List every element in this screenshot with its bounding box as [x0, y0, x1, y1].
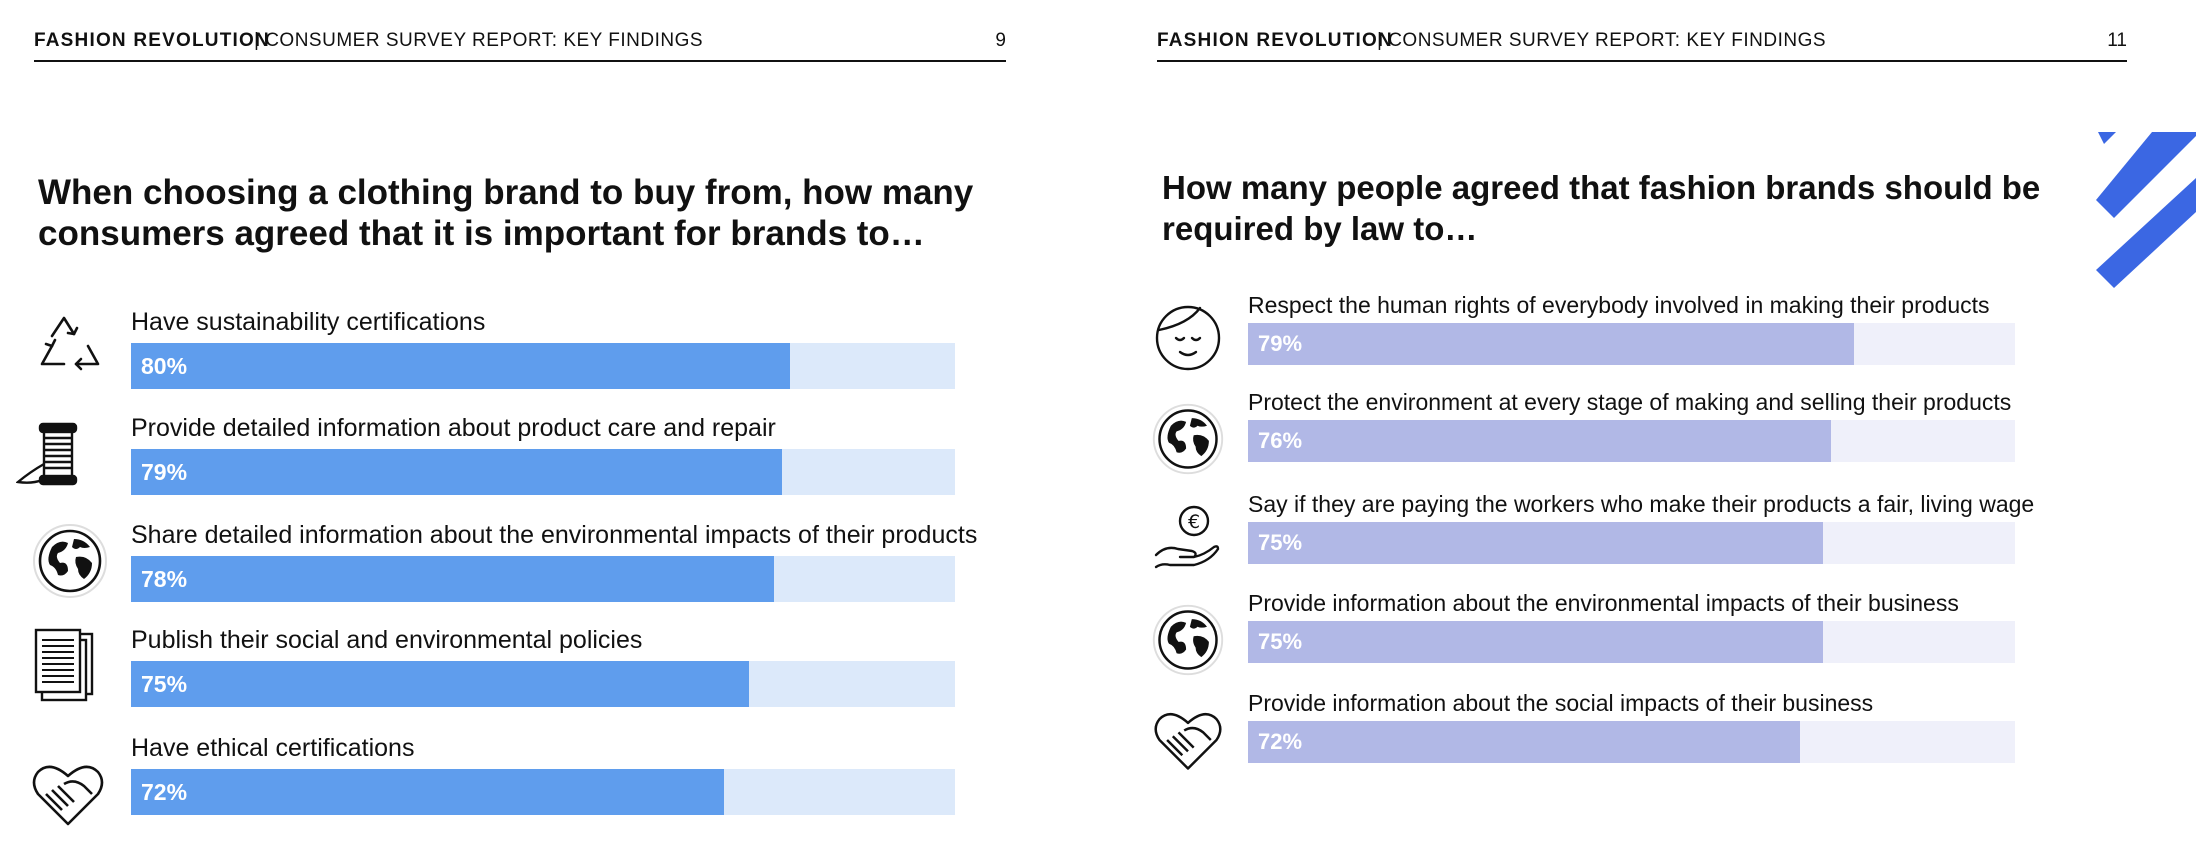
bar-track: 75%	[131, 661, 955, 707]
heart-handshake-icon	[32, 765, 104, 826]
person-face-icon	[1155, 305, 1221, 371]
bar-percent: 75%	[141, 671, 188, 697]
hand-euro-coin-icon	[1154, 505, 1220, 569]
bar-label: Have sustainability certifications	[131, 308, 486, 336]
document-stack-icon	[34, 628, 94, 702]
bar-row: Say if they are paying the workers who m…	[1098, 491, 2196, 581]
bar-label: Have ethical certifications	[131, 734, 415, 762]
bar-fill	[131, 556, 774, 602]
bar-track: 80%	[131, 343, 955, 389]
bar-row: Provide information about the environmen…	[1098, 590, 2196, 680]
bar-track: 79%	[1248, 323, 2015, 365]
bar-fill	[1248, 323, 1854, 365]
bar-track: 75%	[1248, 621, 2015, 663]
bar-label: Publish their social and environmental p…	[131, 626, 643, 654]
bar-percent: 75%	[1258, 530, 1303, 555]
bar-track: 78%	[131, 556, 955, 602]
bar-label: Provide detailed information about produ…	[131, 414, 776, 442]
bar-fill	[1248, 621, 1824, 663]
bar-track: 72%	[131, 769, 955, 815]
bar-label: Say if they are paying the workers who m…	[1248, 491, 2035, 517]
bar-fill	[1248, 420, 1831, 462]
bar-label: Respect the human rights of everybody in…	[1248, 292, 1990, 318]
header-brand: FASHION REVOLUTION	[34, 30, 270, 51]
bar-fill	[1248, 522, 1824, 564]
bar-row: Respect the human rights of everybody in…	[1098, 292, 2196, 382]
recycle-icon	[40, 316, 100, 371]
header-section-title: | CONSUMER SURVEY REPORT: KEY FINDINGS	[254, 30, 704, 51]
bar-row: Protect the environment at every stage o…	[1098, 389, 2196, 479]
page-title: How many people agreed that fashion bran…	[1162, 169, 2041, 247]
stripe-shape	[2096, 178, 2196, 288]
bar-label: Provide information about the environmen…	[1248, 590, 1959, 616]
page-number: 11	[2107, 30, 2127, 51]
globe-icon	[1152, 604, 1224, 676]
bar-label: Protect the environment at every stage o…	[1248, 389, 2012, 415]
bar-row: Provide information about the social imp…	[1098, 690, 2196, 780]
decorative-stripes	[2096, 132, 2196, 288]
page-header: FASHION REVOLUTION | CONSUMER SURVEY REP…	[34, 30, 1006, 62]
bar-fill	[131, 449, 782, 495]
bar-track: 79%	[131, 449, 955, 495]
bar-percent: 75%	[1258, 629, 1303, 654]
heart-handshake-icon	[1154, 712, 1222, 770]
bar-row: Have sustainability certifications 80%	[0, 308, 1060, 408]
stripe-shape	[2098, 132, 2116, 144]
stripe-shape	[2096, 132, 2196, 218]
bar-track: 72%	[1248, 721, 2015, 763]
bar-percent: 72%	[141, 779, 188, 805]
left-report-page: FASHION REVOLUTION | CONSUMER SURVEY REP…	[0, 0, 1060, 845]
thread-spool-icon	[16, 422, 78, 486]
bar-row: Provide detailed information about produ…	[0, 414, 1060, 514]
bar-percent: 72%	[1258, 729, 1303, 754]
bar-fill	[131, 661, 749, 707]
bar-fill	[131, 343, 791, 389]
bar-percent: 76%	[1258, 428, 1303, 453]
page-number: 9	[995, 30, 1006, 51]
bar-track: 75%	[1248, 522, 2015, 564]
globe-icon	[1152, 403, 1224, 475]
right-report-page: FASHION REVOLUTION | CONSUMER SURVEY REP…	[1098, 0, 2196, 845]
bar-label: Share detailed information about the env…	[131, 521, 978, 549]
globe-icon	[32, 523, 108, 599]
header-brand: FASHION REVOLUTION	[1157, 30, 1393, 51]
header-section-title: | CONSUMER SURVEY REPORT: KEY FINDINGS	[1377, 30, 1827, 51]
page-title: When choosing a clothing brand to buy fr…	[38, 173, 974, 253]
bar-fill	[131, 769, 725, 815]
bar-percent: 79%	[1258, 331, 1303, 356]
bar-track: 76%	[1248, 420, 2015, 462]
bar-percent: 78%	[141, 566, 188, 592]
bar-percent: 79%	[141, 459, 188, 485]
page-header: FASHION REVOLUTION | CONSUMER SURVEY REP…	[1157, 30, 2127, 62]
bar-fill	[1248, 721, 1801, 763]
bar-row: Publish their social and environmental p…	[0, 626, 1060, 726]
bar-percent: 80%	[141, 353, 188, 379]
bar-row: Share detailed information about the env…	[0, 521, 1060, 621]
bar-label: Provide information about the social imp…	[1248, 690, 1874, 716]
bar-row: Have ethical certifications 72%	[0, 734, 1060, 834]
